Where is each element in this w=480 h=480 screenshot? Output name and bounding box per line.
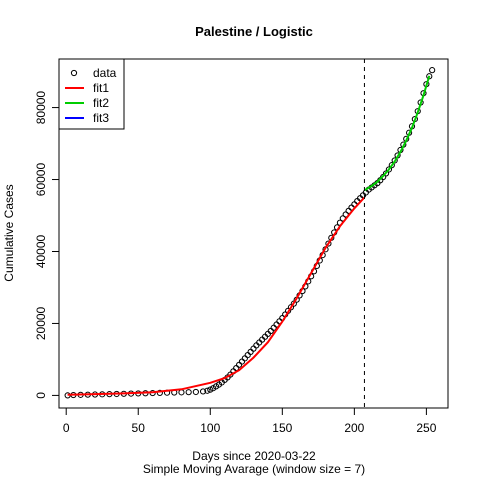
y-tick-label: 60000 (34, 163, 48, 197)
data-point (382, 170, 390, 177)
legend-label-fit1: fit1 (93, 81, 109, 95)
data-point (156, 389, 163, 396)
x-axis: 0 50 100 150 200 250 (63, 407, 437, 435)
fit2-line (363, 75, 431, 192)
y-tick-label: 20000 (34, 306, 48, 340)
y-axis: 0 20000 40000 60000 80000 (34, 91, 60, 399)
data-point (199, 388, 207, 395)
chart-title: Palestine / Logistic (195, 24, 313, 39)
x-tick-label: 50 (132, 421, 146, 435)
y-tick-label: 0 (34, 392, 48, 399)
x-axis-subtitle: Simple Moving Avarage (window size = 7) (143, 462, 365, 476)
x-tick-label: 100 (200, 421, 220, 435)
y-axis-title: Cumulative Cases (2, 184, 16, 281)
legend-label-fit2: fit2 (93, 96, 109, 110)
fit1-line (67, 196, 366, 396)
plot-area (64, 59, 436, 408)
x-axis-title: Days since 2020-03-22 (192, 449, 316, 463)
data-point (388, 162, 395, 169)
x-tick-label: 150 (272, 421, 292, 435)
data-point (204, 387, 211, 394)
y-tick-label: 80000 (34, 91, 48, 125)
data-point (429, 67, 436, 74)
data-point (185, 389, 192, 396)
x-tick-label: 200 (344, 421, 364, 435)
legend-label-data: data (93, 66, 117, 80)
data-point (207, 386, 214, 393)
x-tick-label: 250 (416, 421, 436, 435)
data-point (325, 240, 332, 247)
legend-marker-data (70, 69, 78, 77)
data-point (385, 166, 393, 173)
y-tick-label: 40000 (34, 234, 48, 268)
data-point (192, 388, 199, 396)
legend-label-fit3: fit3 (93, 111, 109, 125)
x-tick-label: 0 (63, 421, 70, 435)
